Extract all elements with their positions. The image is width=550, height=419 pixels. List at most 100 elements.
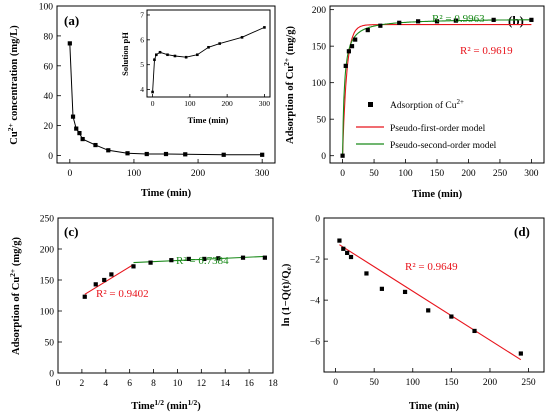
panel-b-xtick-label: 300 bbox=[524, 169, 539, 179]
panel-b-point bbox=[353, 37, 358, 42]
panel-d-xtick-label: 100 bbox=[406, 378, 421, 388]
panel-d-point bbox=[379, 286, 384, 291]
panel-c-fit-line bbox=[84, 264, 134, 295]
panel-b-point bbox=[340, 153, 345, 158]
panel-c-ytick-label: 100 bbox=[40, 308, 55, 318]
panel-a-point bbox=[74, 126, 79, 131]
panel-c-point bbox=[131, 264, 136, 269]
panel-d-ytick-label: 0 bbox=[315, 215, 320, 225]
panel-c-axes: 0 2 4 6 8 10 12 14 16 18 0 50 100 150 200 250 bbox=[40, 215, 278, 390]
panel-b-ytick-label: 150 bbox=[312, 43, 327, 53]
panel-c-ytick-label: 0 bbox=[49, 370, 54, 380]
panel-b-r2-green: R² = 0.9963 bbox=[432, 13, 485, 25]
panel-a-point bbox=[80, 136, 85, 142]
panel-a-ytick-label: 80 bbox=[44, 32, 54, 42]
legend-marker-scatter bbox=[368, 102, 373, 107]
inset-point bbox=[218, 42, 221, 45]
inset-axes: 0 100 200 300 4 5 6 7 bbox=[140, 10, 270, 108]
panel-b-point bbox=[378, 23, 383, 28]
panel-c-point bbox=[102, 277, 107, 283]
inset-point bbox=[173, 54, 177, 58]
panel-d-point bbox=[472, 328, 477, 334]
panel-a-point bbox=[163, 151, 169, 157]
panel-d-xtick-label: 0 bbox=[333, 378, 338, 388]
inset-xtick-label: 200 bbox=[222, 99, 234, 108]
panel-d-xtick-label: 150 bbox=[444, 378, 459, 388]
panel-c-xtick-label: 0 bbox=[56, 379, 61, 389]
panel-c-ylabel: Adsorption of Cu2+ (mg/g) bbox=[8, 237, 22, 356]
panel-d-xlabel: Time (min) bbox=[409, 401, 460, 412]
inset-point bbox=[155, 53, 158, 57]
panel-d-frame bbox=[323, 217, 545, 373]
panel-b-frame bbox=[329, 5, 545, 164]
panel-d-point bbox=[345, 250, 350, 256]
panel-c-point bbox=[109, 272, 114, 277]
panel-b-point bbox=[416, 19, 421, 24]
panel-c-ytick-label: 200 bbox=[40, 246, 55, 256]
panel-b-point bbox=[343, 63, 348, 68]
panel-b-ytick-label: 100 bbox=[312, 79, 327, 89]
inset-point bbox=[166, 53, 169, 57]
panel-b-axes: 0 50 100 150 200 250 300 0 50 100 150 200 bbox=[312, 6, 539, 179]
panel-d-point bbox=[518, 351, 523, 356]
panel-a-letter: (a) bbox=[64, 13, 79, 28]
panel-a-ytick-label: 60 bbox=[44, 62, 54, 72]
inset-ylabel: Solution pH bbox=[120, 32, 130, 76]
panel-d: (d) 0 50 100 150 200 250 −6 −4 −2 0 R² = 0.9649 T… bbox=[281, 215, 545, 412]
panel-c-point bbox=[148, 260, 153, 265]
panel-a-inset: 0 100 200 300 4 5 6 7 Time (min) Solution pH bbox=[120, 9, 271, 125]
panel-b-ylabel: Adsorption of Cu2+ (mg/g) bbox=[282, 26, 296, 145]
panel-c-xtick-label: 18 bbox=[268, 379, 278, 389]
panel-d-point bbox=[426, 308, 431, 313]
panel-b-point bbox=[397, 20, 402, 25]
inset-ytick-label: 7 bbox=[140, 10, 144, 19]
panel-d-point bbox=[341, 246, 346, 251]
panel-a-xtick-label: 0 bbox=[67, 169, 72, 179]
panel-a-point bbox=[70, 114, 76, 119]
panel-c-r2-green: R² = 0.7384 bbox=[176, 255, 229, 267]
panel-a-xtick-label: 200 bbox=[191, 169, 206, 179]
panel-a-ytick-label: 40 bbox=[44, 92, 54, 102]
panel-d-ytick-label: −2 bbox=[310, 256, 320, 266]
panel-b-point bbox=[529, 17, 534, 22]
panel-a-xtick-label: 100 bbox=[127, 169, 142, 179]
inset-point bbox=[196, 53, 199, 57]
inset-point bbox=[184, 55, 188, 59]
inset-ytick-label: 4 bbox=[140, 85, 144, 94]
panel-a-point bbox=[67, 41, 72, 46]
inset-point bbox=[263, 26, 266, 29]
panel-b-xtick-label: 100 bbox=[398, 169, 413, 179]
panel-c-xtick-label: 14 bbox=[220, 379, 230, 389]
panel-d-xtick-label: 200 bbox=[483, 378, 498, 388]
inset-series bbox=[151, 26, 266, 94]
panel-d-series bbox=[337, 238, 523, 361]
panel-d-axes: 0 50 100 150 200 250 −6 −4 −2 0 bbox=[310, 215, 536, 389]
panel-c-point bbox=[186, 256, 191, 262]
panel-c-ytick-label: 250 bbox=[40, 215, 55, 225]
panel-c-ytick-label: 50 bbox=[45, 339, 55, 349]
panel-a-xlabel: Time (min) bbox=[141, 188, 192, 199]
panel-a-ylabel: Cu2+ concentration (mg/L) bbox=[6, 25, 20, 145]
panel-c-frame bbox=[57, 217, 274, 374]
panel-b-xtick-label: 50 bbox=[369, 169, 379, 179]
panel-b-point bbox=[434, 19, 440, 24]
inset-ytick-label: 6 bbox=[140, 35, 144, 44]
panel-a-point bbox=[183, 152, 188, 157]
panel-b-xtick-label: 0 bbox=[340, 169, 345, 179]
panel-b-letter: (b) bbox=[508, 13, 524, 28]
panel-c: (c) 0 2 4 6 8 10 12 14 16 18 0 50 100 150 200 250 R² = … bbox=[8, 215, 278, 413]
panel-b-xtick-label: 200 bbox=[461, 169, 476, 179]
panel-b-xtick-label: 250 bbox=[493, 169, 508, 179]
inset-xtick-label: 300 bbox=[259, 99, 271, 108]
panel-b-series bbox=[340, 17, 534, 158]
panel-b-ytick-label: 0 bbox=[321, 152, 326, 162]
inset-xlabel: Time (min) bbox=[188, 115, 229, 125]
panel-a-point bbox=[106, 148, 111, 153]
panel-b-xtick-label: 150 bbox=[430, 169, 445, 179]
panel-c-letter: (c) bbox=[64, 224, 78, 239]
panel-d-xtick-label: 250 bbox=[521, 378, 536, 388]
panel-c-xtick-label: 10 bbox=[173, 379, 183, 389]
panel-b-point bbox=[453, 18, 458, 23]
